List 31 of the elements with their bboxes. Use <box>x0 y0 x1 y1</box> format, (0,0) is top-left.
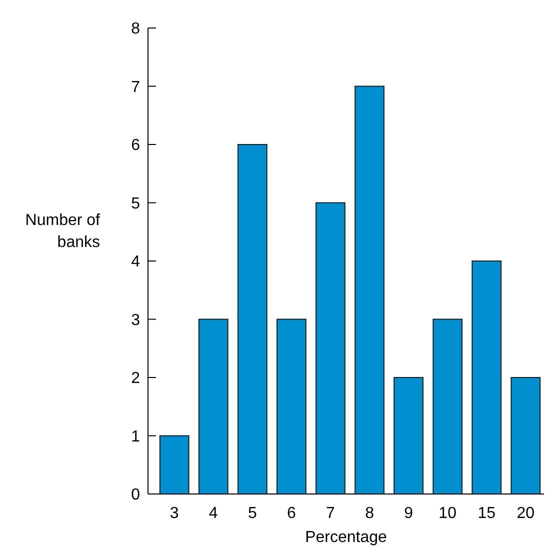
y-tick-label: 8 <box>131 20 140 38</box>
x-tick-label: 15 <box>478 505 496 522</box>
y-tick-label: 4 <box>131 254 140 271</box>
bar <box>394 377 424 494</box>
x-tick-label: 3 <box>170 505 179 522</box>
y-tick-label: 5 <box>131 195 140 212</box>
y-tick-label: 1 <box>131 428 140 446</box>
bar <box>316 202 346 494</box>
y-axis-title: Number of banks <box>25 212 101 251</box>
x-tick-label: 7 <box>326 505 336 522</box>
y-tick-label: 3 <box>131 312 140 329</box>
x-tick-label: 4 <box>208 505 218 522</box>
x-axis-title: Percentage <box>305 529 388 546</box>
x-tick-label: 20 <box>516 505 535 522</box>
bar <box>432 318 463 494</box>
bar <box>354 86 384 494</box>
y-tick-label: 0 <box>131 486 140 504</box>
x-tick-label: 5 <box>248 505 257 522</box>
x-tick-label: 8 <box>365 505 374 522</box>
bar <box>237 144 268 494</box>
bar <box>472 260 502 494</box>
x-tick-label: 6 <box>286 505 296 522</box>
bar <box>198 318 228 494</box>
y-tick-label: 6 <box>131 137 140 154</box>
bar <box>276 318 306 494</box>
y-tick-label: 2 <box>131 370 140 388</box>
bar <box>159 435 190 494</box>
bar <box>510 377 541 494</box>
y-tick-label: 7 <box>131 78 140 96</box>
x-tick-label: 9 <box>404 505 414 522</box>
x-tick-label: 10 <box>438 505 457 522</box>
